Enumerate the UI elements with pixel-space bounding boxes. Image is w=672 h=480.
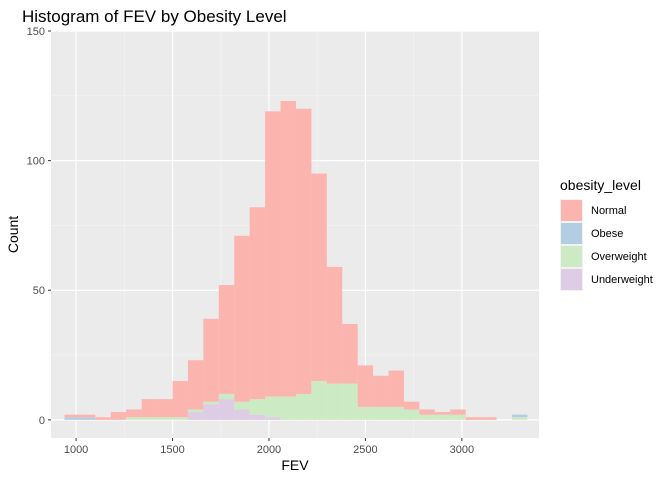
bar-normal <box>187 360 204 410</box>
bar-overweight <box>249 399 266 415</box>
bar-normal <box>79 414 96 418</box>
bar-overweight <box>141 417 158 420</box>
y-tick-label: 150 <box>27 26 45 38</box>
x-tick-label: 2000 <box>257 444 281 456</box>
bar-normal <box>280 100 296 397</box>
legend-label-obese: Obese <box>591 228 623 240</box>
bar-normal <box>373 375 389 407</box>
bar-overweight <box>342 383 358 420</box>
bar-underweight <box>203 404 219 420</box>
bar-overweight <box>373 406 389 420</box>
bar-overweight <box>434 414 451 420</box>
bar-overweight <box>511 417 528 420</box>
bar-overweight <box>157 417 173 420</box>
bar-normal <box>249 207 266 400</box>
bar-normal <box>342 323 358 384</box>
legend-label-normal: Normal <box>591 205 626 217</box>
bar-overweight <box>326 383 343 420</box>
bar-overweight <box>203 401 219 405</box>
x-tick-label: 1500 <box>160 444 184 456</box>
bar-normal <box>388 370 404 407</box>
bar-underweight <box>218 399 235 420</box>
x-axis: 1000 1500 2000 2500 3000 <box>64 438 474 456</box>
x-tick-label: 1000 <box>64 444 88 456</box>
legend: obesity_level Normal Obese Overweight Under… <box>560 177 653 291</box>
bar-overweight <box>295 393 312 420</box>
bar-normal <box>403 401 420 410</box>
bar-underweight <box>249 414 266 420</box>
bar-overweight <box>187 409 204 413</box>
bar-normal <box>234 235 250 402</box>
bar-obese <box>511 414 528 418</box>
bar-obese <box>64 417 80 420</box>
bars-layer <box>64 100 528 420</box>
legend-swatch-overweight <box>561 246 582 267</box>
legend-label-overweight: Overweight <box>591 251 647 263</box>
bar-overweight <box>218 393 235 400</box>
bar-overweight <box>403 409 420 420</box>
y-axis-title: Count <box>5 216 21 253</box>
bar-obese <box>79 417 96 420</box>
legend-label-underweight: Underweight <box>591 274 653 286</box>
legend-swatch-normal <box>561 200 582 221</box>
bar-normal <box>141 399 158 418</box>
legend-title: obesity_level <box>560 177 641 193</box>
bar-overweight <box>450 414 466 420</box>
bar-overweight <box>172 417 188 420</box>
bar-overweight <box>234 401 250 410</box>
bar-normal <box>481 417 497 420</box>
bar-underweight <box>187 412 204 420</box>
bar-overweight <box>265 396 281 418</box>
chart-title: Histogram of FEV by Obesity Level <box>22 7 287 26</box>
bar-normal <box>203 318 219 402</box>
bar-normal <box>465 417 482 420</box>
bar-overweight <box>280 396 296 420</box>
bar-normal <box>419 409 435 415</box>
bar-underweight <box>234 409 250 420</box>
bar-overweight <box>388 406 404 420</box>
legend-swatch-obese <box>561 223 582 244</box>
bar-normal <box>357 365 374 407</box>
x-axis-title: FEV <box>281 457 309 473</box>
bar-normal <box>326 266 343 384</box>
x-tick-label: 2500 <box>353 444 377 456</box>
bar-normal <box>434 412 451 415</box>
bar-normal <box>64 414 80 418</box>
bar-normal <box>311 173 327 381</box>
y-tick-label: 0 <box>39 415 45 427</box>
y-tick-label: 100 <box>27 156 45 168</box>
bar-overweight <box>311 380 327 420</box>
legend-swatch-underweight <box>561 269 582 290</box>
bar-normal <box>172 380 188 418</box>
bar-normal <box>265 111 281 397</box>
bar-normal <box>126 409 142 418</box>
bar-normal <box>157 399 173 418</box>
y-tick-label: 50 <box>33 285 45 297</box>
bar-underweight <box>265 417 281 420</box>
y-axis: 0 50 100 150 <box>27 26 51 427</box>
x-tick-label: 3000 <box>450 444 474 456</box>
bar-overweight <box>126 417 142 420</box>
bar-normal <box>450 409 466 415</box>
bar-normal <box>95 417 111 420</box>
bar-normal <box>110 412 127 420</box>
bar-normal <box>295 108 312 394</box>
bar-overweight <box>357 406 374 420</box>
bar-overweight <box>419 414 435 420</box>
bar-normal <box>218 285 235 394</box>
